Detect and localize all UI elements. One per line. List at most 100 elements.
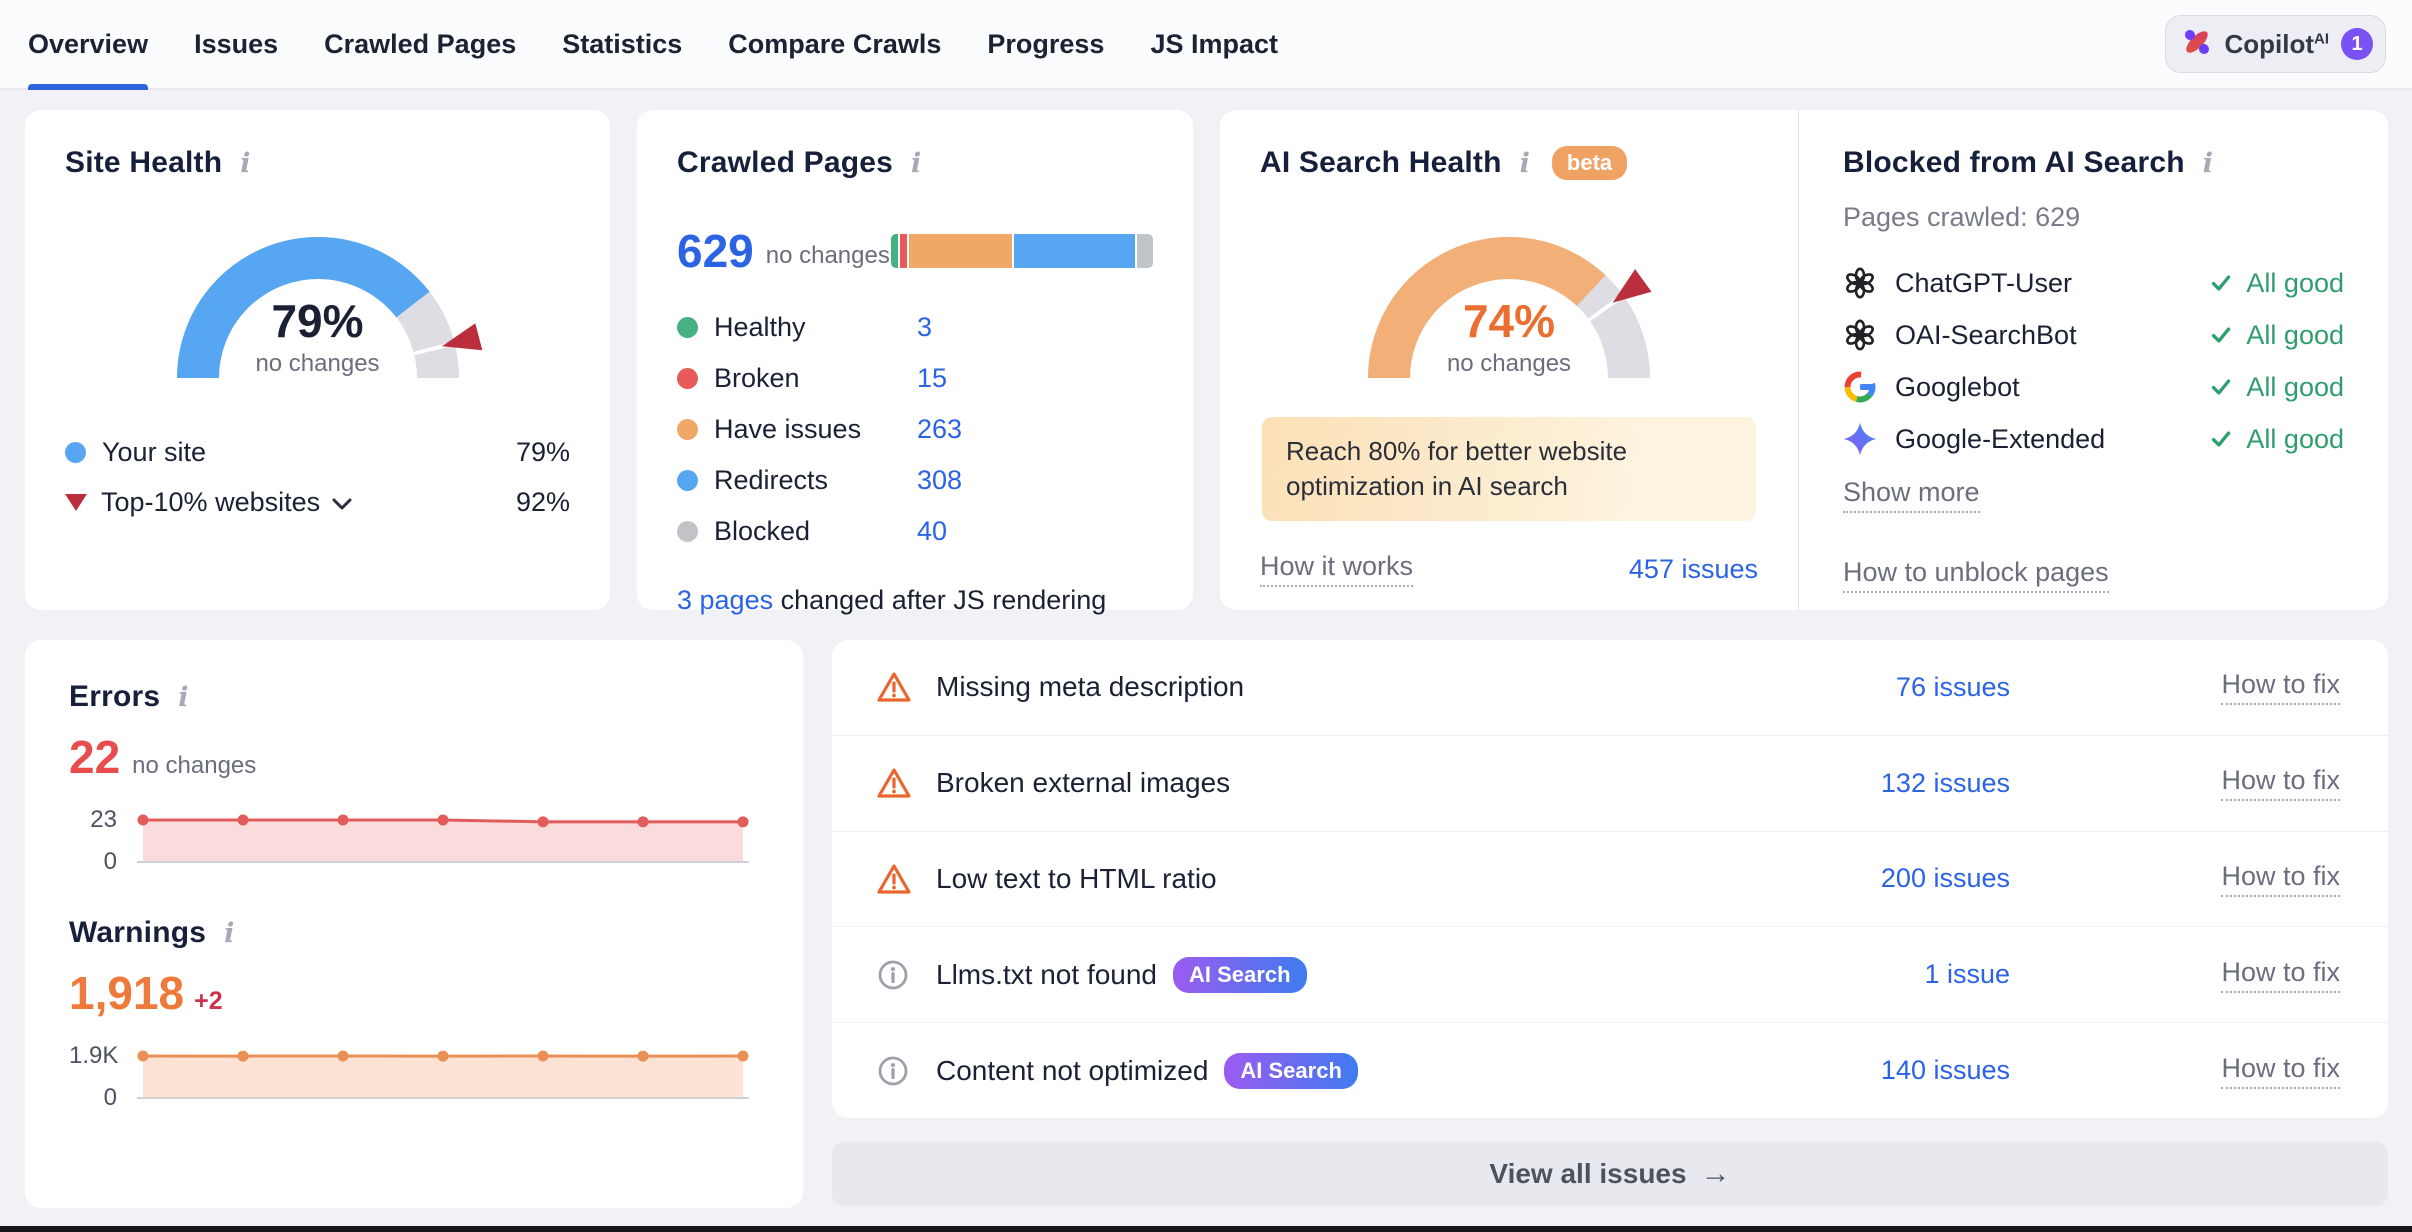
crawled-pages-total[interactable]: 629 bbox=[677, 225, 754, 277]
ai-issues-link[interactable]: 457 issues bbox=[1628, 553, 1758, 584]
bar-segment-broken bbox=[900, 234, 907, 268]
crawled-pages-stacked-bar bbox=[891, 234, 1153, 268]
warnings-sparkline bbox=[137, 1050, 749, 1099]
your-site-label: Your site bbox=[102, 436, 207, 467]
info-icon[interactable]: i bbox=[178, 681, 189, 713]
issue-count-link[interactable]: 132 issues bbox=[1880, 767, 2010, 798]
info-icon[interactable]: i bbox=[240, 147, 251, 179]
ai-search-health-value: 74% bbox=[1462, 295, 1556, 347]
tab-overview[interactable]: Overview bbox=[28, 0, 149, 90]
ai-search-health-section: AI Search Health i beta 74% no changes R… bbox=[1220, 110, 1798, 610]
bot-name: ChatGPT-User bbox=[1895, 267, 2073, 298]
tab-compare-crawls[interactable]: Compare Crawls bbox=[728, 28, 942, 59]
bar-segment-have-issues bbox=[909, 234, 1013, 268]
issue-count-link[interactable]: 200 issues bbox=[1880, 863, 2010, 894]
js-pages-link[interactable]: 3 pages bbox=[677, 585, 774, 615]
copilot-button[interactable]: CopilotAI 1 bbox=[2165, 15, 2386, 73]
bot-row-chatgpt-user: ChatGPT-User All good bbox=[1843, 257, 2344, 309]
errors-title: Errors bbox=[69, 680, 161, 713]
have-issues-count-link[interactable]: 263 bbox=[917, 414, 963, 444]
issue-label: Missing meta description bbox=[936, 671, 1245, 703]
how-it-works-link[interactable]: How it works bbox=[1260, 551, 1414, 588]
have-issues-dot-icon bbox=[677, 419, 698, 440]
broken-dot-icon bbox=[677, 368, 698, 389]
site-health-value: 79% bbox=[271, 295, 364, 347]
site-health-gauge: 79% no changes bbox=[153, 210, 483, 393]
errors-y-axis: 23 0 bbox=[90, 806, 117, 875]
bot-name: OAI-SearchBot bbox=[1895, 319, 2077, 350]
issue-row-content-not-optimized: Content not optimized AI Search 140 issu… bbox=[832, 1023, 2388, 1118]
redirects-label: Redirects bbox=[714, 465, 829, 495]
arrow-right-icon: → bbox=[1700, 1157, 1731, 1190]
warning-triangle-icon bbox=[876, 862, 914, 896]
copilot-count-badge: 1 bbox=[2341, 28, 2373, 60]
ai-search-card: AI Search Health i beta 74% no changes R… bbox=[1220, 110, 2388, 610]
crawled-pages-card: Crawled Pages i 629 no changes Healthy 3… bbox=[637, 110, 1193, 615]
google-extended-icon bbox=[1843, 422, 1879, 456]
report-tabs: Overview Issues Crawled Pages Statistics… bbox=[0, 0, 1278, 90]
your-site-dot-icon bbox=[65, 441, 86, 463]
issue-row-missing-meta: Missing meta description 76 issues How t… bbox=[832, 640, 2388, 736]
info-icon[interactable]: i bbox=[224, 917, 235, 949]
ai-search-badge: AI Search bbox=[1224, 1052, 1358, 1089]
your-site-value: 79% bbox=[515, 436, 570, 467]
warnings-delta: +2 bbox=[194, 987, 223, 1015]
warnings-title: Warnings bbox=[69, 916, 207, 949]
tab-statistics[interactable]: Statistics bbox=[562, 28, 683, 59]
issue-count-link[interactable]: 76 issues bbox=[1895, 671, 2010, 702]
tab-crawled-pages[interactable]: Crawled Pages bbox=[324, 28, 517, 59]
errors-change: no changes bbox=[132, 752, 257, 779]
bot-status: All good bbox=[2208, 268, 2344, 299]
bot-name: Google-Extended bbox=[1895, 423, 2106, 454]
issue-row-broken-images: Broken external images 132 issues How to… bbox=[832, 736, 2388, 832]
blocked-from-ai-title: Blocked from AI Search bbox=[1843, 146, 2185, 179]
info-circle-icon bbox=[876, 958, 914, 992]
issue-label: Llms.txt not found bbox=[936, 958, 1158, 990]
how-to-fix-link[interactable]: How to fix bbox=[2221, 669, 2340, 706]
crawled-pages-legend: Healthy 3 Broken 15 Have issues 263 Redi… bbox=[677, 302, 1153, 557]
bar-segment-blocked bbox=[1137, 234, 1153, 268]
issue-count-link[interactable]: 140 issues bbox=[1880, 1055, 2010, 1086]
ai-optimization-banner: Reach 80% for better website optimizatio… bbox=[1262, 417, 1756, 522]
how-to-fix-link[interactable]: How to fix bbox=[2221, 957, 2340, 993]
broken-count-link[interactable]: 15 bbox=[917, 363, 948, 393]
redirects-dot-icon bbox=[677, 470, 698, 491]
openai-icon bbox=[1843, 318, 1879, 352]
redirects-count-link[interactable]: 308 bbox=[917, 465, 963, 495]
js-pages-text: changed after JS rendering bbox=[773, 585, 1107, 615]
info-icon[interactable]: i bbox=[1519, 147, 1530, 179]
tab-js-impact[interactable]: JS Impact bbox=[1150, 28, 1278, 59]
show-more-link[interactable]: Show more bbox=[1843, 477, 1980, 513]
info-icon[interactable]: i bbox=[911, 147, 922, 179]
legend-redirects: Redirects 308 bbox=[677, 455, 1153, 506]
healthy-count-link[interactable]: 3 bbox=[917, 312, 933, 342]
healthy-label: Healthy bbox=[714, 312, 806, 342]
bot-row-google-extended: Google-Extended All good bbox=[1843, 413, 2344, 465]
ai-search-health-gauge: 74% no changes bbox=[1344, 210, 1674, 393]
errors-value[interactable]: 22 bbox=[69, 731, 121, 783]
bot-row-googlebot: Googlebot All good bbox=[1843, 361, 2344, 413]
issue-count-link[interactable]: 1 issue bbox=[1924, 959, 2010, 990]
info-icon[interactable]: i bbox=[2202, 147, 2213, 179]
how-to-fix-link[interactable]: How to fix bbox=[2221, 1053, 2340, 1089]
tab-progress[interactable]: Progress bbox=[987, 28, 1105, 59]
chevron-down-icon[interactable] bbox=[332, 487, 352, 518]
site-health-change: no changes bbox=[255, 350, 380, 377]
how-to-fix-link[interactable]: How to fix bbox=[2221, 765, 2340, 802]
site-health-card: Site Health i 79% no changes Your site 7… bbox=[25, 110, 610, 610]
issue-row-llms-txt: Llms.txt not found AI Search 1 issue How… bbox=[832, 927, 2388, 1024]
broken-label: Broken bbox=[714, 363, 800, 393]
legend-blocked: Blocked 40 bbox=[677, 506, 1153, 557]
legend-have-issues: Have issues 263 bbox=[677, 404, 1153, 455]
healthy-dot-icon bbox=[677, 317, 698, 338]
warnings-value[interactable]: 1,918 bbox=[69, 967, 185, 1019]
legend-healthy: Healthy 3 bbox=[677, 302, 1153, 353]
copilot-icon bbox=[2182, 27, 2212, 62]
blocked-count-link[interactable]: 40 bbox=[917, 516, 948, 546]
view-all-issues-button[interactable]: View all issues → bbox=[832, 1142, 2388, 1206]
blocked-dot-icon bbox=[677, 521, 698, 542]
tab-issues[interactable]: Issues bbox=[194, 28, 279, 59]
how-to-fix-link[interactable]: How to fix bbox=[2221, 861, 2340, 897]
how-to-unblock-link[interactable]: How to unblock pages bbox=[1843, 557, 2109, 593]
warning-triangle-icon bbox=[876, 670, 914, 704]
